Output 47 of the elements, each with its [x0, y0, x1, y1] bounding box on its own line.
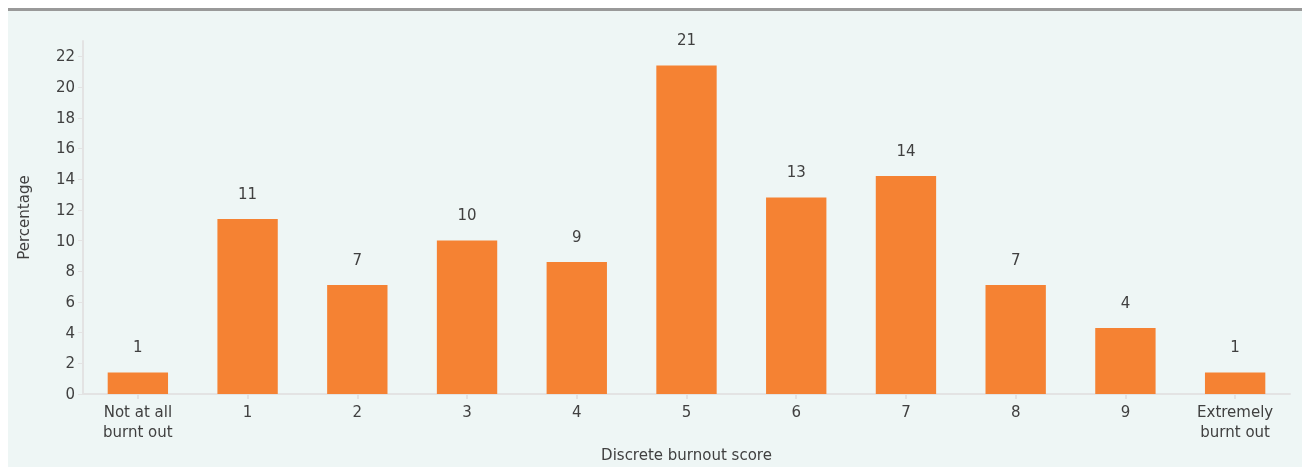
y-tick-label: 22: [55, 47, 75, 66]
y-tick-label: 14: [55, 170, 75, 189]
bar: [766, 197, 827, 395]
bar: [217, 219, 278, 395]
y-tick-label: 20: [55, 78, 75, 97]
x-tick-label: 4: [572, 403, 582, 422]
bar: [546, 262, 607, 395]
data-label: 1: [133, 338, 143, 357]
x-tick-label: 2: [352, 403, 363, 422]
y-tick-label: 2: [65, 354, 75, 373]
y-axis-title: Percentage: [14, 175, 33, 260]
x-tick-label: 1: [242, 403, 253, 422]
y-tick-label: 12: [55, 200, 75, 219]
data-label: 21: [676, 31, 697, 50]
bar: [1095, 328, 1156, 395]
x-tick-label: 7: [901, 403, 911, 422]
x-tick-label: 9: [1120, 403, 1131, 422]
bar: [107, 372, 169, 395]
x-tick-label: 3: [462, 403, 472, 422]
data-label: 1: [1230, 338, 1240, 357]
data-label: 11: [238, 184, 258, 203]
bar: [875, 176, 937, 395]
bar: [1204, 372, 1266, 395]
data-label: 7: [352, 250, 363, 269]
data-label: 10: [457, 206, 477, 225]
x-axis-title: Discrete burnout score: [601, 445, 772, 464]
x-tick-label: 5: [681, 403, 692, 422]
data-label: 13: [786, 163, 806, 182]
bar: [327, 285, 388, 395]
y-tick-label: 16: [55, 139, 75, 158]
y-tick-label: 0: [65, 385, 75, 404]
data-label: 9: [572, 227, 582, 246]
data-label: 4: [1120, 293, 1131, 312]
bar: [436, 240, 498, 395]
data-label: 14: [896, 141, 916, 160]
y-tick-label: 18: [55, 108, 75, 127]
x-tick-label: Not at all burnt out: [103, 403, 173, 442]
x-tick-label: 8: [1010, 403, 1021, 422]
y-tick-label: 8: [65, 262, 75, 281]
y-tick-label: 10: [55, 231, 75, 250]
data-label: 7: [1010, 250, 1021, 269]
x-tick-label: 6: [791, 403, 801, 422]
bar: [656, 65, 717, 395]
y-tick-label: 4: [65, 323, 75, 342]
x-tick-label: Extremely burnt out: [1197, 403, 1274, 442]
y-tick-label: 6: [65, 292, 75, 311]
bar: [985, 285, 1046, 395]
